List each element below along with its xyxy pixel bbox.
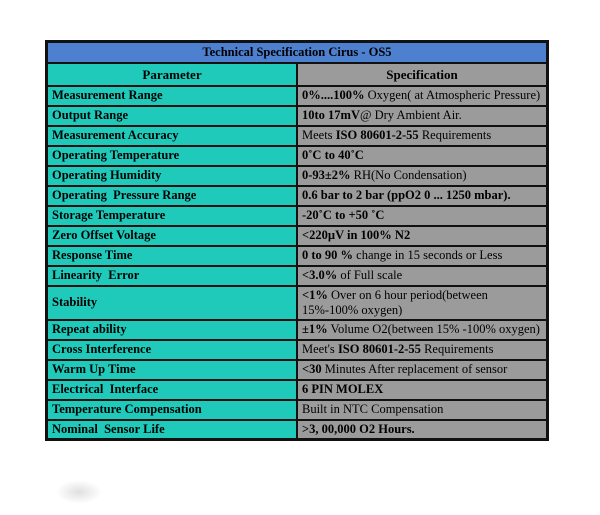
- parameter-cell: Output Range: [45, 104, 298, 127]
- spec-text-segment: ISO 80601-2-55: [335, 128, 419, 142]
- parameter-cell: Storage Temperature: [45, 204, 298, 227]
- spec-table-head: Technical Specification Cirus - OS5 Para…: [45, 40, 549, 87]
- table-row: Temperature Compensation Built in NTC Co…: [45, 398, 549, 421]
- table-row: Response Time 0 to 90 % change in 15 sec…: [45, 244, 549, 267]
- spec-table-body: Measurement Range 0%....100% Oxygen( at …: [45, 84, 549, 441]
- table-row: Operating Temperature 0˚C to 40˚C: [45, 144, 549, 167]
- spec-text-segment: -20˚C to +50 ˚C: [302, 208, 385, 222]
- header-row: Parameter Specification: [45, 61, 549, 87]
- parameter-cell: Temperature Compensation: [45, 398, 298, 421]
- spec-text-segment: <3.0%: [302, 268, 338, 282]
- spec-cell: Built in NTC Compensation: [296, 398, 549, 421]
- spec-text-segment: <1%: [302, 287, 328, 302]
- spec-cell: 0.6 bar to 2 bar (ppO2 0 ... 1250 mbar).: [296, 184, 549, 207]
- parameter-cell: Measurement Range: [45, 84, 298, 107]
- spec-text-segment: Built in NTC Compensation: [302, 402, 444, 416]
- spec-cell: <1% Over on 6 hour period(between 15%-10…: [296, 284, 549, 321]
- spec-text-segment: ±1%: [302, 322, 328, 336]
- table-row: Linearity Error <3.0% of Full scale: [45, 264, 549, 287]
- spec-text-segment: 0-93±2%: [302, 168, 351, 182]
- spec-text-segment: 0 to 90 %: [302, 248, 354, 262]
- table-row: Electrical Interface 6 PIN MOLEX: [45, 378, 549, 401]
- parameter-cell: Operating Temperature: [45, 144, 298, 167]
- table-row: Measurement Accuracy Meets ISO 80601-2-5…: [45, 124, 549, 147]
- spec-cell: 0%....100% Oxygen( at Atmospheric Pressu…: [296, 84, 549, 107]
- spec-text-segment: Requirements: [418, 128, 492, 142]
- spec-text-segment: 10to 17mV: [302, 108, 360, 122]
- parameter-cell: Nominal Sensor Life: [45, 418, 298, 441]
- table-row: Output Range 10to 17mV@ Dry Ambient Air.: [45, 104, 549, 127]
- column-header-parameter: Parameter: [45, 61, 298, 87]
- spec-text-segment: 0%....100%: [302, 88, 365, 102]
- spec-text-segment: Over on 6 hour period(between 15%-100% o…: [302, 287, 492, 317]
- title-row: Technical Specification Cirus - OS5: [45, 40, 549, 64]
- scan-artifact: [56, 480, 102, 504]
- spec-cell: 6 PIN MOLEX: [296, 378, 549, 401]
- table-row: Measurement Range 0%....100% Oxygen( at …: [45, 84, 549, 107]
- spec-cell: <30 Minutes After replacement of sensor: [296, 358, 549, 381]
- column-header-specification: Specification: [296, 61, 549, 87]
- spec-text-segment: Meet's: [302, 342, 338, 356]
- spec-cell: <220µV in 100% N2: [296, 224, 549, 247]
- spec-text-segment: Requirements: [420, 342, 494, 356]
- spec-text-segment: 6 PIN MOLEX: [302, 382, 384, 396]
- spec-cell: -20˚C to +50 ˚C: [296, 204, 549, 227]
- spec-text-segment: of Full scale: [337, 268, 403, 282]
- table-row: Zero Offset Voltage <220µV in 100% N2: [45, 224, 549, 247]
- table-row: Operating Pressure Range 0.6 bar to 2 ba…: [45, 184, 549, 207]
- spec-cell: 0˚C to 40˚C: [296, 144, 549, 167]
- spec-cell: Meet's ISO 80601-2-55 Requirements: [296, 338, 549, 361]
- spec-cell: 0-93±2% RH(No Condensation): [296, 164, 549, 187]
- spec-text-segment: Volume O2(between 15% -100% oxygen): [327, 322, 540, 336]
- spec-table-container: Technical Specification Cirus - OS5 Para…: [45, 40, 549, 441]
- parameter-cell: Electrical Interface: [45, 378, 298, 401]
- parameter-cell: Operating Humidity: [45, 164, 298, 187]
- spec-text-segment: ISO 80601-2-55: [337, 342, 421, 356]
- spec-text-segment: @ Dry Ambient Air.: [359, 108, 462, 122]
- table-row: Warm Up Time <30 Minutes After replaceme…: [45, 358, 549, 381]
- spec-text-segment: >3, 00,000 O2 Hours.: [302, 421, 415, 436]
- spec-cell: >3, 00,000 O2 Hours.: [296, 418, 549, 441]
- parameter-cell: Warm Up Time: [45, 358, 298, 381]
- table-row: Stability <1% Over on 6 hour period(betw…: [45, 284, 549, 321]
- parameter-cell: Operating Pressure Range: [45, 184, 298, 207]
- spec-text-segment: Oxygen( at Atmospheric Pressure): [364, 88, 541, 102]
- spec-cell: 10to 17mV@ Dry Ambient Air.: [296, 104, 549, 127]
- table-row: Operating Humidity 0-93±2% RH(No Condens…: [45, 164, 549, 187]
- parameter-cell: Repeat ability: [45, 318, 298, 341]
- table-row: Repeat ability ±1% Volume O2(between 15%…: [45, 318, 549, 341]
- spec-cell: Meets ISO 80601-2-55 Requirements: [296, 124, 549, 147]
- spec-text-segment: 0˚C to 40˚C: [302, 148, 364, 162]
- spec-text-segment: RH(No Condensation): [350, 168, 467, 182]
- spec-text-segment: 0.6 bar to 2 bar (ppO2 0 ... 1250 mbar).: [302, 188, 511, 202]
- spec-text-segment: Minutes After replacement of sensor: [321, 362, 508, 376]
- parameter-cell: Zero Offset Voltage: [45, 224, 298, 247]
- table-row: Storage Temperature -20˚C to +50 ˚C: [45, 204, 549, 227]
- parameter-cell: Stability: [45, 284, 298, 321]
- parameter-cell: Measurement Accuracy: [45, 124, 298, 147]
- spec-cell: <3.0% of Full scale: [296, 264, 549, 287]
- table-row: Cross Interference Meet's ISO 80601-2-55…: [45, 338, 549, 361]
- technical-spec-table: Technical Specification Cirus - OS5 Para…: [45, 40, 549, 441]
- spec-text-segment: Meets: [302, 128, 336, 142]
- spec-text-segment: <220µV in 100% N2: [302, 228, 411, 242]
- spec-text-segment: <30: [302, 362, 322, 376]
- spec-text-segment: change in 15 seconds or Less: [353, 248, 503, 262]
- parameter-cell: Response Time: [45, 244, 298, 267]
- parameter-cell: Linearity Error: [45, 264, 298, 287]
- table-title: Technical Specification Cirus - OS5: [45, 40, 549, 64]
- table-row: Nominal Sensor Life >3, 00,000 O2 Hours.: [45, 418, 549, 441]
- parameter-cell: Cross Interference: [45, 338, 298, 361]
- spec-cell: ±1% Volume O2(between 15% -100% oxygen): [296, 318, 549, 341]
- spec-cell: 0 to 90 % change in 15 seconds or Less: [296, 244, 549, 267]
